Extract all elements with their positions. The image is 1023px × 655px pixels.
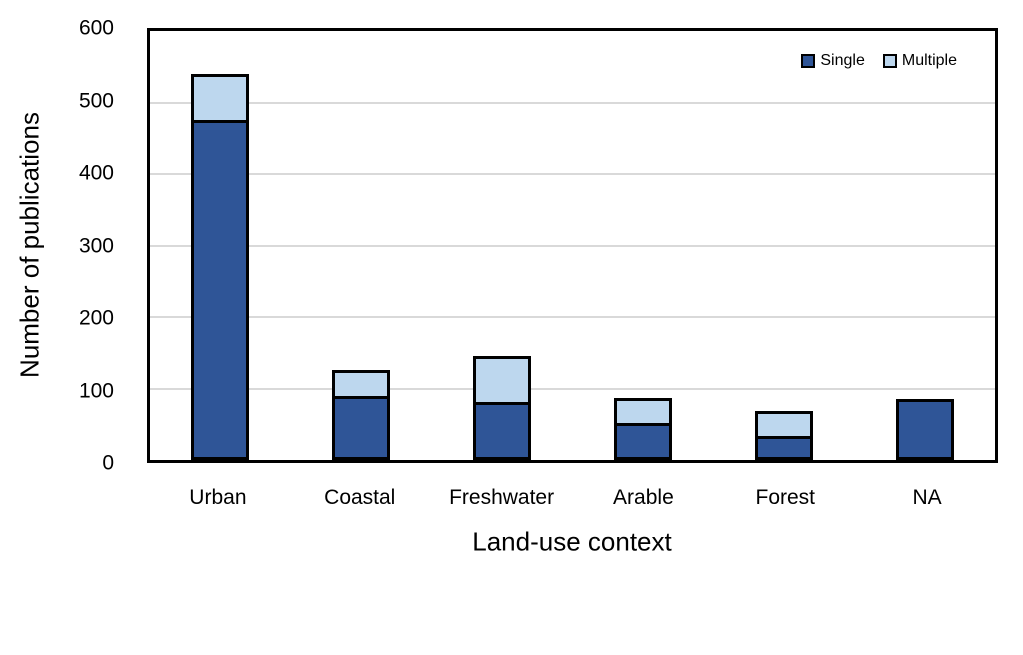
gridline-100 — [150, 387, 995, 390]
y-tick-label-600: 600 — [78, 16, 114, 40]
bar-segment-single-urban — [194, 123, 247, 457]
bar-freshwater — [473, 355, 532, 460]
bar-segment-single-na — [898, 402, 951, 457]
bar-segment-multiple-forest — [757, 413, 810, 440]
x-axis-tick-labels: Urban Coastal Freshwater Arable Forest NA — [147, 486, 998, 512]
gridline-500 — [150, 101, 995, 104]
legend-item-single: Single — [801, 52, 865, 69]
legend-label-single: Single — [820, 52, 865, 69]
x-axis-title: Land-use context — [472, 526, 672, 557]
legend-label-multiple: Multiple — [901, 52, 957, 69]
legend: Single Multiple — [801, 53, 957, 69]
legend-item-multiple: Multiple — [882, 52, 957, 69]
x-tick-label-forest: Forest — [755, 486, 816, 509]
bar-segment-multiple-freshwater — [476, 358, 529, 405]
plot-area: Single Multiple — [147, 28, 998, 463]
bar-coastal — [332, 369, 391, 460]
y-tick-label-100: 100 — [78, 379, 114, 403]
y-axis-tick-labels: 0 100 200 300 400 500 600 — [38, 18, 114, 474]
y-tick-label-300: 300 — [78, 234, 114, 257]
y-tick-label-200: 200 — [78, 306, 114, 330]
y-tick-label-0: 0 — [102, 451, 114, 475]
bar-segment-multiple-urban — [194, 76, 247, 124]
legend-swatch-multiple — [882, 54, 897, 68]
x-tick-label-urban: Urban — [189, 486, 247, 509]
bar-segment-single-coastal — [335, 399, 388, 457]
bar-forest — [754, 410, 813, 460]
y-tick-label-500: 500 — [78, 89, 114, 112]
gridline-300 — [150, 244, 995, 247]
bar-segment-single-forest — [757, 439, 810, 457]
gridline-200 — [150, 316, 995, 319]
x-tick-label-na: NA — [912, 486, 942, 509]
x-tick-label-coastal: Coastal — [324, 486, 396, 509]
bar-segment-single-freshwater — [476, 404, 529, 457]
bar-urban — [191, 73, 250, 460]
x-tick-label-arable: Arable — [613, 486, 674, 509]
y-tick-label-400: 400 — [78, 161, 114, 185]
bar-na — [895, 399, 954, 460]
x-tick-label-freshwater: Freshwater — [449, 486, 555, 509]
bar-segment-multiple-arable — [616, 400, 669, 426]
bar-segment-single-arable — [616, 425, 669, 457]
legend-swatch-single — [801, 54, 816, 68]
bar-arable — [613, 397, 672, 460]
bar-segment-multiple-coastal — [335, 372, 388, 400]
gridline-400 — [150, 173, 995, 176]
